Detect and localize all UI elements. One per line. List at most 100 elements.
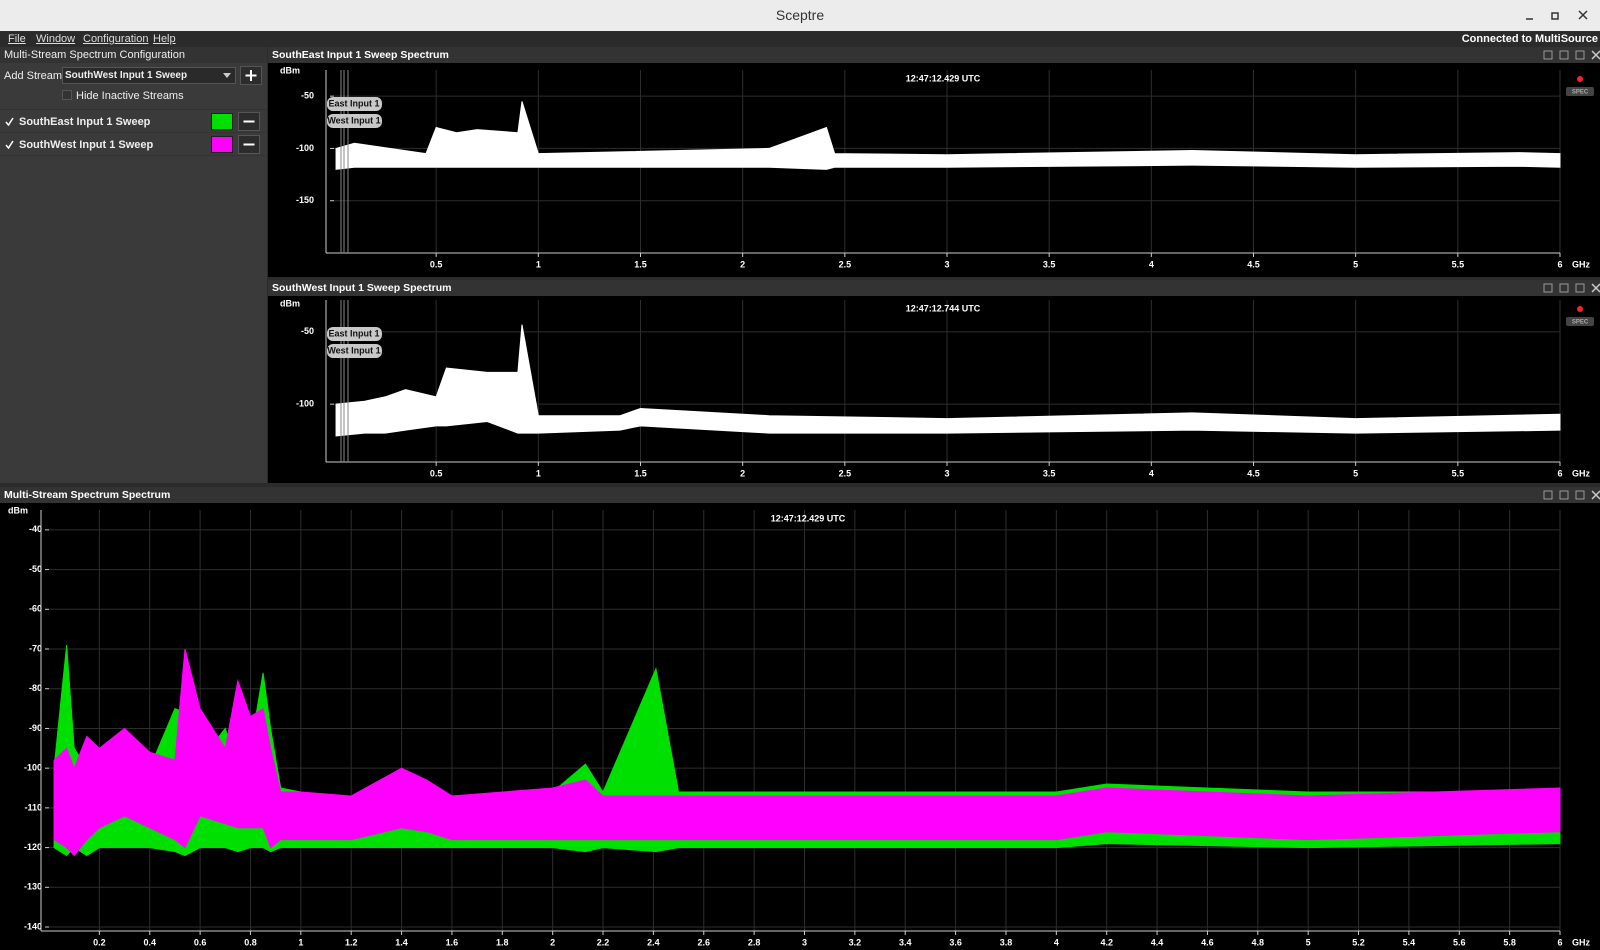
menu-item[interactable]: File bbox=[8, 33, 26, 45]
stream-color[interactable] bbox=[211, 113, 233, 130]
restore-button[interactable] bbox=[1559, 283, 1569, 293]
panel-header bbox=[268, 47, 1600, 63]
remove-button[interactable] bbox=[238, 112, 260, 131]
spectrum-trace bbox=[335, 101, 1561, 170]
x-tick-label: 5 bbox=[1353, 259, 1358, 269]
overlay-label: West Input 1 bbox=[327, 345, 380, 355]
checkbox[interactable] bbox=[62, 90, 72, 100]
timestamp: 12:47:12.429 UTC bbox=[906, 73, 981, 83]
x-tick-label: 2.4 bbox=[647, 937, 660, 947]
y-tick-label: -100 bbox=[296, 143, 314, 153]
overlay-label: East Input 1 bbox=[328, 328, 379, 338]
panel-controls bbox=[1543, 283, 1600, 293]
stream-name: SouthWest Input 1 Sweep bbox=[19, 139, 154, 151]
spectrum-trace bbox=[335, 324, 1561, 437]
x-tick-label: 0.2 bbox=[93, 937, 106, 947]
x-tick-label: 3.6 bbox=[949, 937, 962, 947]
float-button[interactable] bbox=[1543, 50, 1553, 60]
panel-header bbox=[268, 280, 1600, 296]
undock-button[interactable] bbox=[1575, 490, 1585, 500]
x-tick-label: 4 bbox=[1149, 259, 1154, 269]
restore-button[interactable] bbox=[1559, 50, 1569, 60]
x-tick-label: 0.5 bbox=[430, 259, 443, 269]
x-axis-label: GHz bbox=[1572, 937, 1591, 947]
x-tick-label: 4.4 bbox=[1151, 937, 1164, 947]
x-tick-label: 1 bbox=[536, 468, 541, 478]
badge bbox=[1566, 317, 1594, 326]
hide-inactive-label: Hide Inactive Streams bbox=[76, 90, 184, 102]
badge-label: SPEC bbox=[1572, 320, 1589, 326]
y-tick-label: -50 bbox=[29, 564, 42, 574]
panel-header: Multi-Stream Spectrum Configuration bbox=[0, 47, 267, 63]
menu-item[interactable]: Window bbox=[36, 33, 76, 45]
overlay-label: West Input 1 bbox=[327, 115, 380, 125]
close-button[interactable] bbox=[1591, 490, 1600, 500]
stream-dropdown[interactable]: SouthWest Input 1 Sweep bbox=[62, 67, 236, 84]
y-tick-label: -90 bbox=[29, 723, 42, 733]
x-tick-label: 3.2 bbox=[849, 937, 862, 947]
x-tick-label: 0.5 bbox=[430, 468, 443, 478]
x-tick-label: 3.5 bbox=[1043, 468, 1056, 478]
x-tick-label: 5 bbox=[1353, 468, 1358, 478]
undock-button[interactable] bbox=[1575, 283, 1585, 293]
timestamp: 12:47:12.744 UTC bbox=[906, 303, 981, 313]
panel-title: SouthWest Input 1 Sweep Spectrum bbox=[272, 282, 452, 294]
x-tick-label: 4 bbox=[1054, 937, 1059, 947]
menu-item[interactable]: Configuration bbox=[83, 33, 149, 45]
x-tick-label: 2 bbox=[740, 468, 745, 478]
x-tick-label: 2.5 bbox=[839, 468, 852, 478]
overlay-tag bbox=[327, 97, 382, 111]
status-dot bbox=[1577, 76, 1583, 82]
float-button[interactable] bbox=[1543, 283, 1553, 293]
x-tick-label: 1.5 bbox=[634, 259, 647, 269]
y-tick-label: -60 bbox=[29, 604, 42, 614]
panel-title: SouthEast Input 1 Sweep Spectrum bbox=[272, 49, 449, 61]
add-button[interactable] bbox=[240, 66, 262, 85]
panel-controls bbox=[1543, 50, 1600, 60]
x-tick-label: 5.8 bbox=[1503, 937, 1516, 947]
status-dot bbox=[1577, 306, 1583, 312]
remove-button[interactable] bbox=[238, 135, 260, 154]
x-tick-label: 5.6 bbox=[1453, 937, 1466, 947]
close-button[interactable] bbox=[1578, 10, 1588, 20]
x-tick-label: 5.5 bbox=[1452, 468, 1465, 478]
y-tick-label: -40 bbox=[29, 524, 42, 534]
window-title: Sceptre bbox=[775, 7, 825, 23]
y-tick-label: -80 bbox=[29, 683, 42, 693]
check-mark[interactable] bbox=[5, 140, 14, 149]
x-tick-label: 0.6 bbox=[194, 937, 207, 947]
x-tick-label: 3 bbox=[802, 937, 807, 947]
restore-button[interactable] bbox=[1559, 490, 1569, 500]
panel-controls bbox=[1543, 490, 1600, 500]
overlay-label: East Input 1 bbox=[328, 98, 379, 108]
x-tick-label: 3.5 bbox=[1043, 259, 1056, 269]
float-button[interactable] bbox=[1543, 490, 1553, 500]
x-tick-label: 6 bbox=[1557, 259, 1562, 269]
overlay-tag bbox=[327, 114, 382, 128]
close-button[interactable] bbox=[1591, 50, 1600, 60]
maximize-button[interactable] bbox=[1551, 12, 1559, 20]
window-controls bbox=[1526, 10, 1588, 20]
close-button[interactable] bbox=[1591, 283, 1600, 293]
y-tick-label: -110 bbox=[24, 802, 42, 812]
x-tick-label: 3 bbox=[944, 259, 949, 269]
check-mark[interactable] bbox=[5, 117, 14, 126]
minus-icon bbox=[243, 143, 255, 146]
x-tick-label: 4.6 bbox=[1201, 937, 1214, 947]
y-tick-label: -130 bbox=[24, 882, 42, 892]
connection-status: Connected to MultiSource bbox=[1461, 33, 1598, 45]
badge bbox=[1566, 87, 1594, 96]
y-tick-label: -150 bbox=[296, 195, 314, 205]
overlay-tag bbox=[327, 344, 382, 358]
x-tick-label: 2.8 bbox=[748, 937, 761, 947]
timestamp: 12:47:12.429 UTC bbox=[771, 513, 846, 523]
x-tick-label: 4.5 bbox=[1247, 468, 1260, 478]
undock-button[interactable] bbox=[1575, 50, 1585, 60]
dropdown-value: SouthWest Input 1 Sweep bbox=[65, 70, 188, 81]
minus-icon bbox=[243, 120, 255, 123]
stream-color[interactable] bbox=[211, 136, 233, 153]
menu-item[interactable]: Help bbox=[153, 33, 176, 45]
x-tick-label: 3.8 bbox=[1000, 937, 1013, 947]
x-tick-label: 5 bbox=[1306, 937, 1311, 947]
